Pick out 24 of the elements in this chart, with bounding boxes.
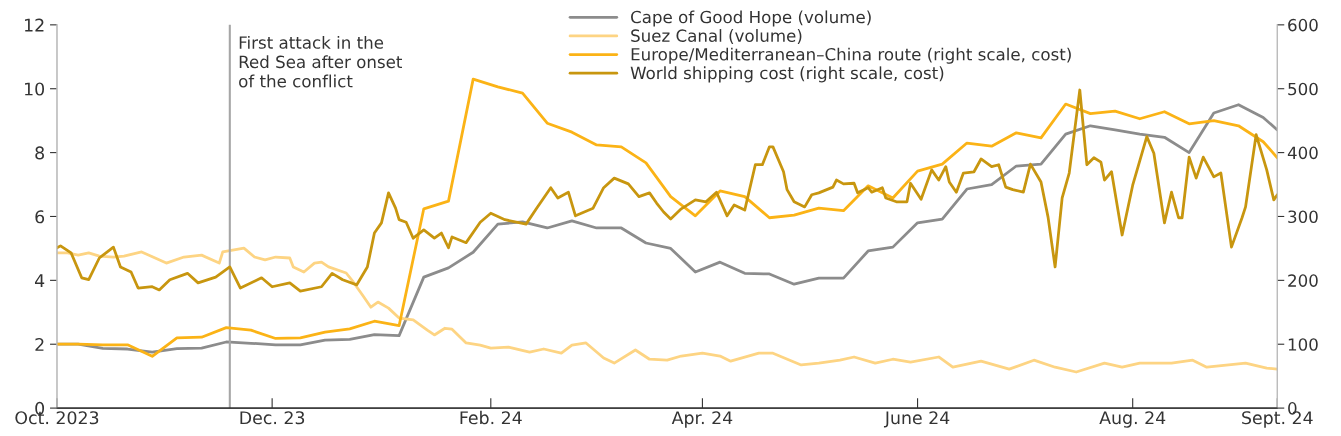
x-tick-label: Aug. 24: [1099, 411, 1166, 428]
y-tick-label: 2: [35, 337, 44, 351]
y2-tick-label: 600: [1288, 18, 1318, 32]
y-tick-label: 12: [25, 18, 44, 32]
legend-label: Suez Canal (volume): [631, 29, 802, 44]
legend-label: Cape of Good Hope (volume): [631, 10, 871, 27]
legend-label: Europe/Mediterranean–China route (right scale, cost): [631, 47, 1071, 64]
legend-label: World shipping cost (right scale, cost): [630, 66, 944, 83]
x-tick-label: Dec. 23: [240, 411, 305, 425]
x-tick-label: Feb. 24: [460, 410, 522, 425]
y-tick-label: 6: [35, 210, 45, 224]
y2-tick-label: 100: [1288, 338, 1318, 351]
y-tick-label: 4: [34, 274, 45, 287]
line-series: [56, 246, 1278, 374]
y2-tick-label: 200: [1288, 274, 1318, 287]
line-series: [56, 88, 1278, 293]
y-tick-label: 8: [35, 146, 44, 160]
x-tick-label: June 24: [883, 411, 950, 428]
ref-line-label: First attack in the Red Sea after onset of the conflict: [239, 35, 403, 88]
y-tick-label: 10: [25, 82, 45, 96]
y2-tick-label: 500: [1288, 82, 1318, 96]
x-tick-label: Apr. 24: [671, 411, 733, 428]
y2-tick-label: 300: [1288, 210, 1318, 224]
y2-tick-label: 400: [1287, 146, 1318, 160]
